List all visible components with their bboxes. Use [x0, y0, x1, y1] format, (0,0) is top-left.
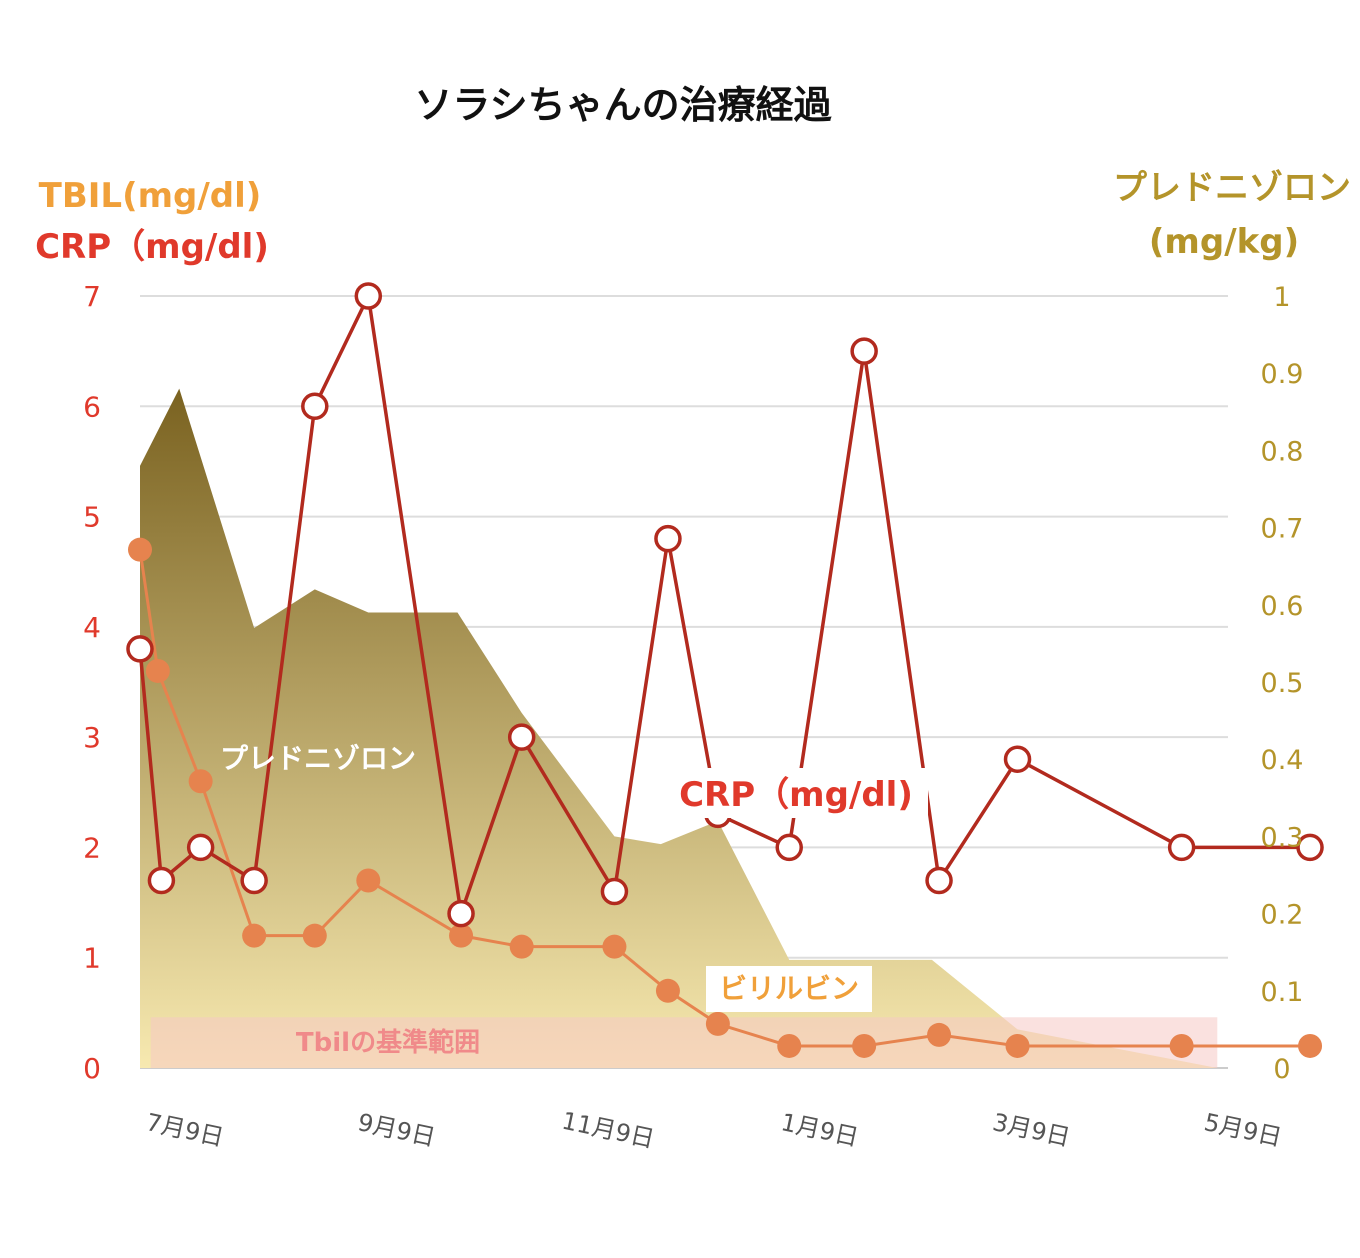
x-tick-label: 11月9日	[559, 1107, 657, 1154]
left-tick-label: 2	[83, 831, 101, 864]
right-tick-label: 1	[1273, 282, 1290, 313]
left-tick-label: 0	[83, 1052, 101, 1085]
tbil-point	[145, 658, 170, 683]
right-tick-label: 0.3	[1261, 822, 1304, 853]
right-tick-label: 0.9	[1261, 359, 1304, 390]
crp-point	[850, 337, 878, 365]
crp-point	[1167, 833, 1196, 862]
tbil-point	[705, 1011, 730, 1036]
crp-point	[186, 833, 215, 862]
prednisolone-area-layer	[140, 388, 1218, 1068]
prednisolone-unit-label: (mg/kg)	[1149, 222, 1299, 262]
crp-point	[354, 282, 383, 310]
left-tick-label: 5	[83, 501, 101, 534]
crp-point	[925, 866, 953, 895]
crp-point	[447, 899, 475, 928]
tbil-point	[852, 1033, 877, 1058]
right-tick-label: 0.8	[1261, 436, 1304, 467]
x-tick-label: 5月9日	[1202, 1108, 1285, 1152]
tbil-axis-label: TBIL(mg/dl)	[39, 176, 262, 216]
right-tick-label: 0.7	[1261, 514, 1304, 545]
left-tick-label: 7	[83, 280, 101, 313]
chart-title: ソラシちゃんの治療経過	[414, 83, 832, 127]
tbil-point	[128, 537, 152, 562]
left-tick-label: 6	[83, 390, 101, 423]
x-tick-label: 9月9日	[355, 1108, 438, 1152]
crp-point	[147, 866, 176, 895]
tbil-point	[509, 934, 534, 959]
prednisolone-axis-label: プレドニゾロン	[1113, 168, 1351, 208]
tbil-point	[449, 923, 474, 948]
bilirubin-series-label: ビリルビン	[719, 972, 859, 1005]
bilirubin-label-background	[706, 966, 872, 1012]
reference-band-label: Tbilの基準範囲	[296, 1027, 480, 1058]
crp-label-background	[664, 768, 928, 818]
crp-point	[126, 635, 154, 663]
prednisolone-area	[140, 388, 1218, 1068]
crp-point	[1003, 745, 1032, 773]
crp-axis-label: CRP（mg/dl)	[35, 227, 269, 267]
tbil-point	[302, 923, 327, 948]
crp-point	[600, 877, 629, 906]
crp-point	[1296, 833, 1324, 862]
crp-point	[775, 833, 803, 862]
tbil-point	[242, 923, 267, 948]
crp-point	[240, 866, 268, 895]
right-tick-label: 0.1	[1261, 977, 1304, 1008]
tbil-point	[777, 1033, 802, 1058]
tbil-point	[1169, 1033, 1194, 1058]
tbil-series-layer	[128, 537, 1323, 1058]
tbil-point	[1005, 1033, 1030, 1058]
x-tick-label: 3月9日	[990, 1108, 1073, 1152]
tbil-point	[927, 1022, 952, 1047]
left-tick-label: 1	[83, 942, 101, 975]
right-tick-label: 0.2	[1261, 900, 1304, 931]
right-tick-label: 0	[1273, 1054, 1290, 1085]
left-tick-label: 3	[83, 721, 101, 754]
left-tick-label: 4	[83, 611, 101, 644]
reference-band-layer: Tbilの基準範囲	[150, 1017, 1218, 1068]
right-tick-label: 0.4	[1261, 745, 1304, 776]
right-tick-label: 0.5	[1261, 668, 1304, 699]
crp-point	[507, 723, 536, 751]
tbil-point	[655, 978, 680, 1003]
tbil-reference-band	[150, 1017, 1218, 1068]
tbil-point	[602, 934, 627, 959]
x-tick-label: 7月9日	[144, 1108, 227, 1152]
crp-series-label: CRP（mg/dl)	[679, 775, 913, 815]
tbil-point	[356, 868, 381, 893]
crp-point	[301, 392, 329, 421]
prednisolone-series-label: プレドニゾロン	[220, 742, 416, 775]
tbil-point	[188, 769, 213, 794]
tbil-point	[1298, 1033, 1323, 1058]
x-tick-label: 1月9日	[778, 1108, 861, 1152]
right-tick-label: 0.6	[1261, 591, 1304, 622]
crp-point	[654, 524, 682, 553]
